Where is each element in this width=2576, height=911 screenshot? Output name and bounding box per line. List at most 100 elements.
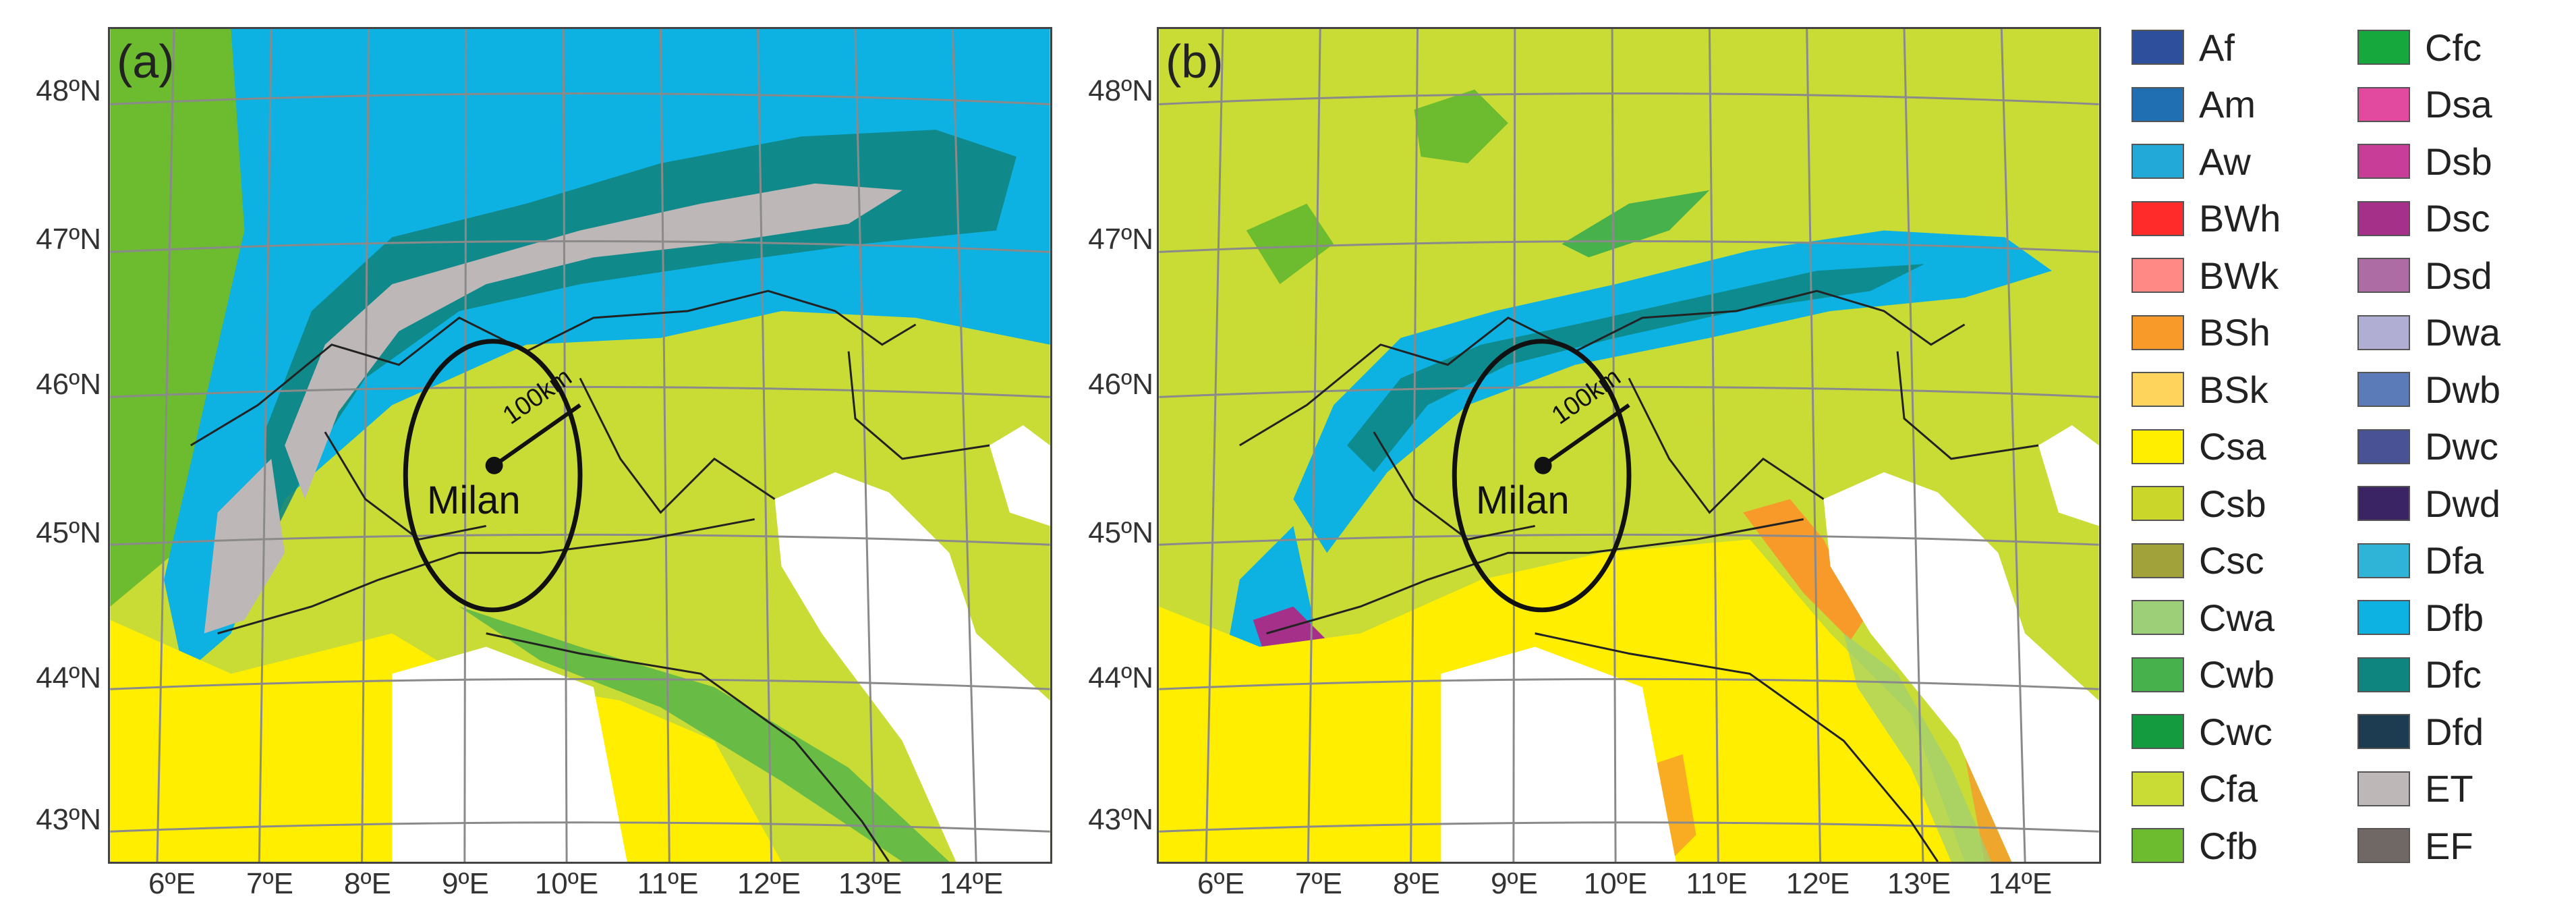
- lon-label: 8ºE: [1393, 867, 1440, 900]
- lat-label: 45ºN: [1088, 516, 1153, 549]
- legend-label: Csb: [2199, 482, 2266, 525]
- legend-label: Dfb: [2425, 596, 2484, 639]
- lat-label: 44ºN: [36, 661, 101, 694]
- legend-item: Cwa: [2131, 589, 2334, 646]
- legend-column-2: Cfc Dsa Dsb Dsc Dsd Dwa Dwb Dwc Dwd Dfa Dfb Dfc Dfd E…: [2357, 19, 2560, 875]
- legend-swatch: [2357, 372, 2410, 408]
- legend-swatch: [2131, 200, 2184, 236]
- borders-b: [1239, 289, 2039, 862]
- lat-label: 48ºN: [1088, 74, 1153, 107]
- lat-label: 46ºN: [36, 368, 101, 401]
- legend-item: EF: [2357, 817, 2560, 875]
- legend-label: Dsb: [2425, 140, 2492, 183]
- radius-ellipse-a: [403, 339, 583, 613]
- legend-swatch: [2357, 486, 2410, 522]
- legend-item: Csc: [2131, 532, 2334, 590]
- map-a-svg: [110, 29, 1050, 862]
- legend-label: Csc: [2199, 539, 2264, 582]
- climate-map-b: (b) Milan 100km: [1157, 27, 2101, 864]
- lon-label: 9ºE: [1491, 867, 1538, 900]
- legend-label: Dsa: [2425, 83, 2492, 126]
- legend-swatch: [2131, 258, 2184, 294]
- legend-item: Af: [2131, 19, 2334, 76]
- legend-item: Dwc: [2357, 418, 2560, 476]
- legend-swatch: [2131, 714, 2184, 750]
- legend-swatch: [2357, 657, 2410, 692]
- legend-item: Cfc: [2357, 19, 2560, 76]
- legend-label: Dfc: [2425, 653, 2482, 696]
- legend-swatch: [2131, 600, 2184, 636]
- milan-marker-a: [485, 456, 503, 474]
- legend-label: Aw: [2199, 140, 2251, 183]
- legend-swatch: [2357, 771, 2410, 806]
- borders-a: [190, 289, 990, 862]
- legend-swatch: [2357, 258, 2410, 294]
- lon-label: 13ºE: [838, 867, 903, 900]
- lon-label: 11ºE: [1686, 867, 1748, 900]
- legend-swatch: [2131, 828, 2184, 864]
- climate-legend: Af Am Aw BWh BWk BSh BSk Csa Csb Csc Cwa Cwb Cwc Cfa C…: [2131, 19, 2563, 896]
- lon-label: 6ºE: [148, 867, 196, 900]
- legend-label: Cfa: [2199, 767, 2258, 810]
- lon-label: 14ºE: [1988, 867, 2053, 900]
- legend-swatch: [2357, 200, 2410, 236]
- legend-label: Dwd: [2425, 482, 2501, 525]
- legend-swatch: [2357, 30, 2410, 65]
- legend-swatch: [2131, 429, 2184, 464]
- legend-item: Dfb: [2357, 589, 2560, 646]
- legend-item: Cwc: [2131, 703, 2334, 761]
- legend-label: Cfb: [2199, 824, 2258, 867]
- graticule-a: [110, 29, 1050, 862]
- lat-label: 44ºN: [1088, 661, 1153, 694]
- legend-swatch: [2131, 30, 2184, 65]
- lon-label: 14ºE: [939, 867, 1004, 900]
- legend-item: Dwd: [2357, 475, 2560, 532]
- legend-label: Dwb: [2425, 368, 2501, 411]
- legend-label: Dwc: [2425, 425, 2498, 468]
- legend-label: Csa: [2199, 425, 2266, 468]
- legend-item: Dfd: [2357, 703, 2560, 761]
- lon-label: 10ºE: [534, 867, 599, 900]
- radius-line-b: [1541, 403, 1630, 468]
- legend-item: Am: [2131, 76, 2334, 134]
- legend-label: Dsc: [2425, 197, 2490, 240]
- legend-swatch: [2131, 86, 2184, 122]
- legend-swatch: [2131, 314, 2184, 350]
- legend-label: Cwb: [2199, 653, 2275, 696]
- city-label: Milan: [427, 478, 521, 522]
- legend-item: Dsc: [2357, 190, 2560, 248]
- legend-label: Dfd: [2425, 710, 2484, 753]
- legend-label: EF: [2425, 824, 2473, 867]
- legend-label: Am: [2199, 83, 2256, 126]
- legend-item: ET: [2357, 761, 2560, 818]
- legend-item: Dfc: [2357, 646, 2560, 704]
- panel-letter: (a): [117, 35, 175, 88]
- legend-label: BWk: [2199, 254, 2279, 297]
- lat-label: 48ºN: [36, 74, 101, 107]
- legend-swatch: [2131, 144, 2184, 180]
- lon-label: 6ºE: [1197, 867, 1244, 900]
- lon-label: 7ºE: [1295, 867, 1342, 900]
- lat-label: 45ºN: [36, 516, 101, 549]
- legend-item: Dsa: [2357, 76, 2560, 134]
- map-b-svg: [1159, 29, 2099, 862]
- legend-label: Dwa: [2425, 311, 2501, 354]
- legend-label: Cwc: [2199, 710, 2272, 753]
- legend-swatch: [2131, 372, 2184, 408]
- legend-swatch: [2131, 657, 2184, 692]
- legend-item: Dsd: [2357, 247, 2560, 304]
- legend-item: Csb: [2131, 475, 2334, 532]
- legend-item: Dfa: [2357, 532, 2560, 590]
- legend-item: Csa: [2131, 418, 2334, 476]
- lon-label: 7ºE: [246, 867, 293, 900]
- lon-label: 13ºE: [1887, 867, 1951, 900]
- legend-label: Dfa: [2425, 539, 2484, 582]
- legend-item: Cfa: [2131, 761, 2334, 818]
- lat-label: 47ºN: [1088, 223, 1153, 256]
- legend-label: Cwa: [2199, 596, 2275, 639]
- lon-label: 8ºE: [344, 867, 391, 900]
- milan-marker-b: [1534, 456, 1552, 474]
- radius-line-a: [492, 403, 581, 468]
- legend-swatch: [2357, 600, 2410, 636]
- lat-label: 47ºN: [36, 223, 101, 256]
